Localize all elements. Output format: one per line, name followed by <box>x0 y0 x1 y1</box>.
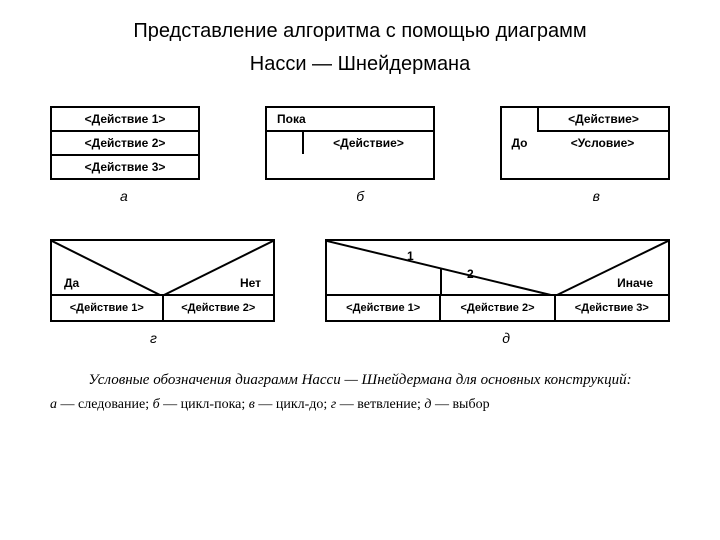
case-action1: <Действие 1> <box>327 296 441 320</box>
while-action: <Действие> <box>302 132 433 154</box>
case-2-label: 2 <box>467 267 474 281</box>
label-a: а <box>120 188 128 204</box>
diagram-b-while: Пока <Действие> <box>265 106 435 180</box>
diagram-d-case: 1 2 Иначе <Действие 1> <Действие 2> <Дей… <box>325 239 670 322</box>
until-label: До <box>502 132 537 154</box>
diagram-g-branch: Да Нет <Действие 1> <Действие 2> <box>50 239 275 322</box>
until-action: <Действие> <box>537 108 668 132</box>
caption-text: Условные обозначения диаграмм Насси — Шн… <box>40 371 680 391</box>
page-title: Представление алгоритма с помощью диагра… <box>40 20 680 43</box>
branch-action2: <Действие 2> <box>164 296 274 320</box>
label-b: б <box>356 188 364 204</box>
label-d: д <box>502 330 510 346</box>
legend-key-a: а <box>50 397 57 412</box>
action-cell: <Действие 1> <box>52 108 198 132</box>
legend-text: а — следование; б — цикл-пока; в — цикл-… <box>40 397 680 413</box>
legend-val-d: — выбор <box>431 397 489 412</box>
label-v: в <box>593 188 600 204</box>
case-1-label: 1 <box>407 249 414 263</box>
label-g: г <box>150 330 157 346</box>
diagram-v-until: <Действие> До <Условие> <box>500 106 670 180</box>
diagram-row-2: Да Нет <Действие 1> <Действие 2> 1 2 Ина… <box>40 239 680 322</box>
legend-val-g: — ветвление; <box>336 397 424 412</box>
case-else-label: Иначе <box>617 276 653 290</box>
while-label: Пока <box>267 108 433 132</box>
branch-action1: <Действие 1> <box>52 296 164 320</box>
diagram-a-sequence: <Действие 1> <Действие 2> <Действие 3> <box>50 106 200 180</box>
row2-labels: г д <box>40 330 680 346</box>
row1-labels: а б в <box>40 188 680 204</box>
branch-yes: Да <box>64 276 79 290</box>
action-cell: <Действие 2> <box>52 132 198 156</box>
legend-val-b: — цикл-пока; <box>160 397 249 412</box>
legend-val-a: — следование; <box>57 397 153 412</box>
case-action2: <Действие 2> <box>441 296 555 320</box>
branch-no: Нет <box>240 276 261 290</box>
case-action3: <Действие 3> <box>556 296 668 320</box>
legend-val-v: — цикл-до; <box>255 397 331 412</box>
legend-key-b: б <box>153 397 160 412</box>
diagram-row-1: <Действие 1> <Действие 2> <Действие 3> П… <box>40 106 680 180</box>
action-cell: <Действие 3> <box>52 156 198 178</box>
page-subtitle: Насси — Шнейдермана <box>40 53 680 76</box>
until-condition: <Условие> <box>537 132 668 154</box>
